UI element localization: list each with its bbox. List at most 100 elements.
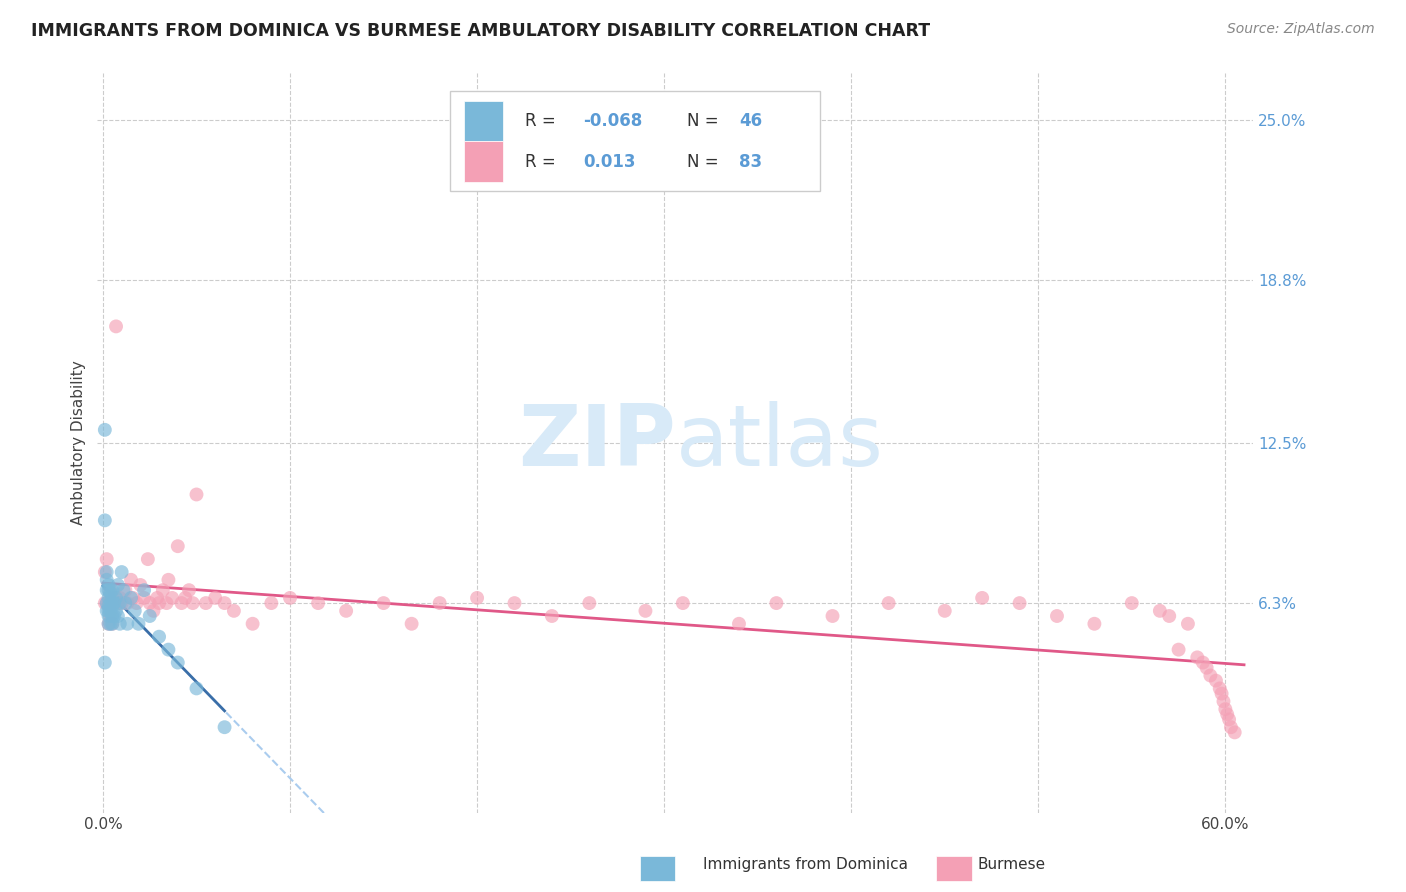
Point (278, 591, 301, 605)
Text: 83: 83 (740, 153, 762, 170)
Point (108, 591, 131, 605)
Point (100, 586, 122, 600)
Point (94, 565, 117, 579)
Point (117, 596, 139, 610)
Point (101, 616, 124, 631)
Point (373, 596, 395, 610)
Point (100, 604, 122, 618)
Point (146, 591, 169, 605)
Point (101, 583, 124, 598)
Point (157, 573, 180, 587)
Point (136, 552, 159, 566)
Point (1216, 707, 1239, 722)
Point (107, 609, 129, 624)
Point (129, 578, 152, 592)
Point (108, 596, 131, 610)
Point (122, 591, 145, 605)
Point (96, 565, 118, 579)
Point (108, 616, 131, 631)
Point (214, 596, 236, 610)
Point (128, 616, 150, 631)
Point (103, 591, 125, 605)
Point (1218, 713, 1240, 727)
Point (1195, 661, 1218, 675)
Point (1046, 609, 1069, 624)
Point (97, 596, 120, 610)
Point (160, 591, 183, 605)
Point (97, 583, 120, 598)
Text: 0.013: 0.013 (583, 153, 636, 170)
FancyBboxPatch shape (464, 101, 503, 142)
Point (101, 596, 124, 610)
Point (634, 604, 657, 618)
Point (101, 599, 124, 613)
Point (105, 604, 128, 618)
Point (114, 583, 136, 598)
Text: -0.068: -0.068 (583, 112, 643, 130)
Point (111, 596, 134, 610)
Point (138, 596, 160, 610)
Point (134, 591, 156, 605)
Text: Burmese: Burmese (977, 857, 1045, 872)
Point (100, 583, 122, 598)
Point (148, 630, 170, 644)
Text: atlas: atlas (675, 401, 883, 484)
Point (541, 609, 564, 624)
Point (1008, 596, 1031, 610)
Point (1121, 596, 1143, 610)
Point (1083, 616, 1105, 631)
Point (1187, 650, 1209, 665)
Point (105, 319, 128, 334)
Y-axis label: Ambulatory Disability: Ambulatory Disability (72, 360, 86, 525)
Point (124, 604, 146, 618)
Point (94, 423, 117, 437)
Point (166, 539, 188, 553)
Text: R =: R = (524, 153, 572, 170)
Point (96, 573, 118, 587)
Text: Immigrants from Dominica: Immigrants from Dominica (703, 857, 908, 872)
FancyBboxPatch shape (464, 142, 503, 182)
Text: Source: ZipAtlas.com: Source: ZipAtlas.com (1227, 22, 1375, 37)
Point (186, 681, 208, 696)
Point (105, 591, 128, 605)
Point (1215, 702, 1237, 716)
FancyBboxPatch shape (450, 92, 820, 191)
Text: N =: N = (688, 153, 724, 170)
Point (94, 513, 117, 527)
Point (307, 596, 329, 610)
Point (148, 596, 170, 610)
Point (103, 596, 125, 610)
Text: R =: R = (524, 112, 561, 130)
Point (155, 596, 177, 610)
Point (242, 616, 264, 631)
Point (96, 596, 118, 610)
Point (1149, 604, 1171, 618)
Point (101, 609, 124, 624)
Point (401, 616, 423, 631)
Point (96, 596, 118, 610)
Point (101, 616, 124, 631)
Point (1223, 725, 1246, 739)
Point (134, 583, 156, 598)
Text: IMMIGRANTS FROM DOMINICA VS BURMESE AMBULATORY DISABILITY CORRELATION CHART: IMMIGRANTS FROM DOMINICA VS BURMESE AMBU… (31, 22, 929, 40)
Point (972, 591, 994, 605)
Point (166, 656, 188, 670)
Point (103, 609, 125, 624)
Point (181, 596, 204, 610)
Point (97, 578, 120, 592)
Point (97, 604, 120, 618)
Point (97, 591, 120, 605)
Point (1209, 681, 1232, 696)
Point (96, 583, 118, 598)
Point (728, 616, 751, 631)
Point (214, 720, 236, 734)
Point (1211, 687, 1233, 701)
Point (97, 599, 120, 613)
Point (100, 616, 122, 631)
Point (186, 487, 208, 501)
Point (97, 616, 120, 631)
Point (429, 596, 451, 610)
Point (101, 591, 124, 605)
Point (222, 604, 245, 618)
Point (138, 609, 160, 624)
